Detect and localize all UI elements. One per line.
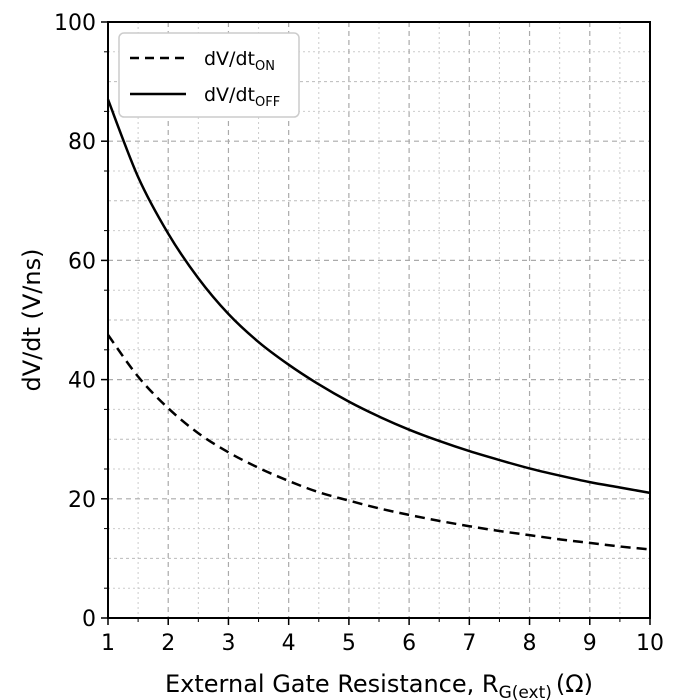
x-tick-label: 1 xyxy=(101,631,115,656)
legend: dV/dtON dV/dtOFF xyxy=(118,32,300,118)
legend-label-off: dV/dtOFF xyxy=(204,84,280,110)
series-line-on xyxy=(106,334,651,551)
series-line-off xyxy=(106,99,651,495)
x-axis-label-main: External Gate Resistance, R xyxy=(165,670,499,698)
legend-box xyxy=(118,32,300,118)
y-tick-label: 20 xyxy=(68,488,96,513)
legend-label-off-main: dV/dt xyxy=(204,84,255,106)
legend-label-on: dV/dtON xyxy=(204,48,275,74)
y-tick-label: 60 xyxy=(68,249,96,274)
y-axis-label: dV/dt (V/ns) xyxy=(18,249,46,392)
x-tick-label: 10 xyxy=(636,631,664,656)
x-axis-label-subscript: G(ext) xyxy=(499,683,552,700)
x-tick-label: 7 xyxy=(462,631,476,656)
x-tick-label: 5 xyxy=(342,631,356,656)
x-tick-label: 3 xyxy=(221,631,235,656)
series-layer xyxy=(106,99,651,551)
x-tick-label: 2 xyxy=(161,631,175,656)
x-tick-label: 4 xyxy=(282,631,296,656)
x-tick-label: 8 xyxy=(523,631,537,656)
x-tick-label: 6 xyxy=(402,631,416,656)
x-axis-label-unit: (Ω) xyxy=(556,670,593,698)
y-tick-label: 80 xyxy=(68,130,96,155)
legend-label-off-sub: OFF xyxy=(255,95,280,110)
y-tick-label: 100 xyxy=(54,11,96,36)
y-tick-label: 0 xyxy=(82,607,96,632)
x-axis-label: External Gate Resistance, RG(ext) (Ω) xyxy=(165,670,593,700)
legend-label-on-main: dV/dt xyxy=(204,48,255,70)
y-tick-label: 40 xyxy=(68,369,96,394)
x-tick-label: 9 xyxy=(583,631,597,656)
legend-label-on-sub: ON xyxy=(255,59,275,74)
